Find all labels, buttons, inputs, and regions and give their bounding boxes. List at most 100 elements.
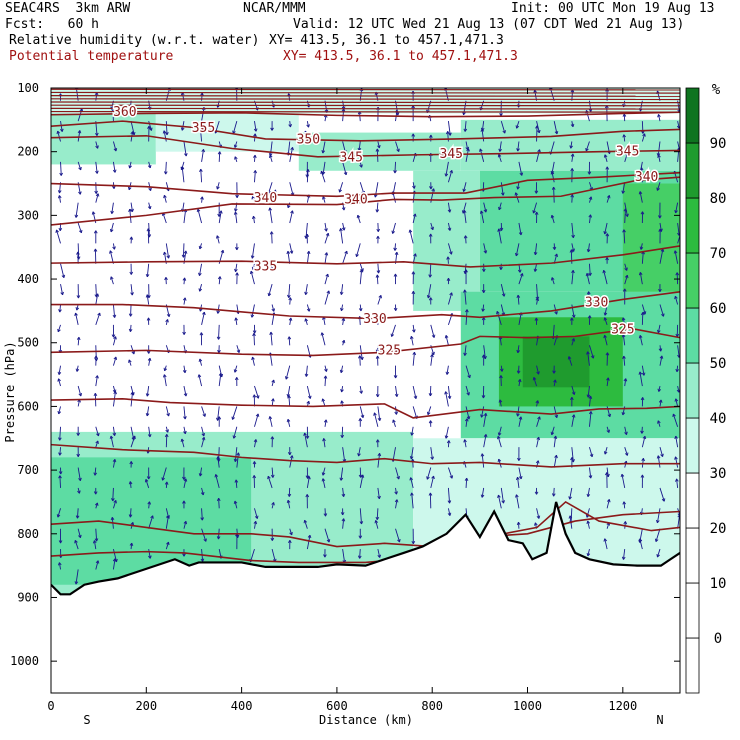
wind-vector-106	[128, 304, 133, 317]
wind-vector-808	[672, 413, 679, 427]
wind-vector-476	[412, 351, 417, 366]
wind-vector-7	[55, 229, 61, 244]
wind-vector-609	[518, 467, 523, 480]
wind-vector-75	[112, 161, 117, 173]
wind-vector-175	[182, 297, 187, 305]
wind-vector-765	[640, 474, 645, 488]
wind-vector-583	[499, 375, 503, 387]
wind-vector-593	[516, 141, 520, 152]
colorbar-bin-4	[685, 417, 700, 474]
wind-vector-202	[197, 374, 203, 387]
wind-vector-772	[657, 154, 661, 162]
wind-vector-330	[306, 169, 310, 183]
wind-vector-297	[270, 436, 275, 448]
wind-vector-378	[341, 222, 346, 231]
wind-vector-586	[497, 435, 502, 448]
rh-shading	[51, 88, 680, 598]
wind-vector-71	[95, 560, 100, 570]
wind-vector-645	[553, 304, 558, 315]
wind-vector-572	[497, 154, 502, 163]
y-tick-label-7: 800	[17, 527, 39, 541]
plot-frame	[50, 87, 681, 694]
wind-vector-752	[640, 211, 645, 224]
wind-vector-742	[620, 473, 626, 489]
wind-vector-706	[603, 222, 608, 235]
colorbar-tick-0: 0	[714, 631, 722, 647]
wind-vector-653	[553, 454, 558, 468]
theta-contour-7	[51, 327, 680, 357]
wind-vector-90	[112, 459, 117, 468]
wind-vector-608	[517, 447, 521, 461]
wind-vector-568	[480, 487, 485, 498]
wind-vector-610	[515, 476, 520, 488]
wind-vector-435	[375, 439, 380, 448]
wind-vector-402	[355, 243, 361, 258]
wind-vector-159	[164, 434, 169, 448]
theta-label-2: 350	[297, 133, 320, 148]
terrain	[51, 501, 680, 693]
wind-vector-685	[588, 263, 592, 276]
wind-vector-261	[253, 170, 258, 183]
wind-vector-33	[76, 284, 81, 299]
wind-vector-347	[303, 519, 308, 529]
wind-vector-2	[56, 130, 61, 142]
wind-vector-674	[568, 487, 573, 500]
wind-vector-515	[446, 277, 451, 285]
wind-vector-425	[376, 235, 380, 244]
wind-vector-5	[57, 195, 62, 203]
wind-vector-41	[76, 447, 81, 457]
wind-vector-482	[409, 477, 414, 489]
wind-vector-307	[289, 182, 295, 196]
wind-vector-247	[233, 365, 238, 373]
wind-vector-11	[57, 324, 61, 333]
wind-vector-809	[674, 435, 679, 448]
wind-vector-745	[621, 549, 626, 560]
wind-vector-447	[391, 222, 396, 234]
wind-vector-735	[621, 334, 626, 346]
colorbar-tick-7: 70	[710, 246, 727, 262]
wind-vector-495	[428, 297, 433, 305]
wind-vector-391	[341, 487, 346, 497]
field-rh-label: Relative humidity (w.r.t. water)	[9, 33, 260, 48]
theta-label-12: 325	[378, 343, 401, 358]
wind-vector-287	[269, 231, 274, 244]
wind-vector-399	[359, 182, 365, 195]
wind-vector-77	[110, 202, 114, 214]
wind-vector-661	[571, 222, 575, 239]
wind-vector-129	[145, 294, 150, 305]
wind-vector-26	[77, 130, 82, 142]
y-tick-label-0: 100	[17, 81, 39, 95]
wind-vector-541	[465, 385, 470, 396]
wind-vector-16	[58, 426, 62, 441]
wind-vector-392	[340, 508, 345, 516]
wind-vector-44	[75, 508, 80, 519]
theta-contour-5	[51, 245, 680, 268]
wind-vector-358	[324, 273, 329, 285]
wind-vector-353	[320, 170, 326, 183]
wind-vector-367	[321, 467, 326, 476]
colorbar-tick-1: 10	[710, 576, 727, 592]
wind-vector-544	[463, 439, 467, 448]
wind-vector-618	[532, 202, 538, 214]
wind-vector-116	[128, 508, 133, 518]
wind-vector-807	[674, 398, 679, 407]
wind-vector-679	[585, 141, 590, 152]
wind-vector-124	[147, 202, 152, 210]
wind-vector-684	[586, 243, 591, 253]
wind-vector-538	[465, 309, 469, 325]
wind-vector-269	[252, 333, 256, 346]
wind-vector-161	[164, 481, 169, 488]
wind-vector-659	[570, 168, 574, 183]
wind-vector-651	[550, 426, 555, 436]
wind-vector-139	[147, 501, 152, 509]
wind-vector-185	[182, 500, 186, 509]
wind-vector-719	[604, 472, 609, 488]
wind-vector-223	[217, 345, 221, 354]
wind-vector-426	[376, 263, 381, 274]
wind-vector-46	[74, 540, 79, 550]
x-tick-label-5: 1000	[513, 699, 542, 713]
wind-vector-580	[496, 310, 502, 326]
wind-vector-266	[249, 270, 255, 285]
wind-vector-251	[233, 447, 238, 462]
wind-vector-35	[74, 312, 79, 326]
